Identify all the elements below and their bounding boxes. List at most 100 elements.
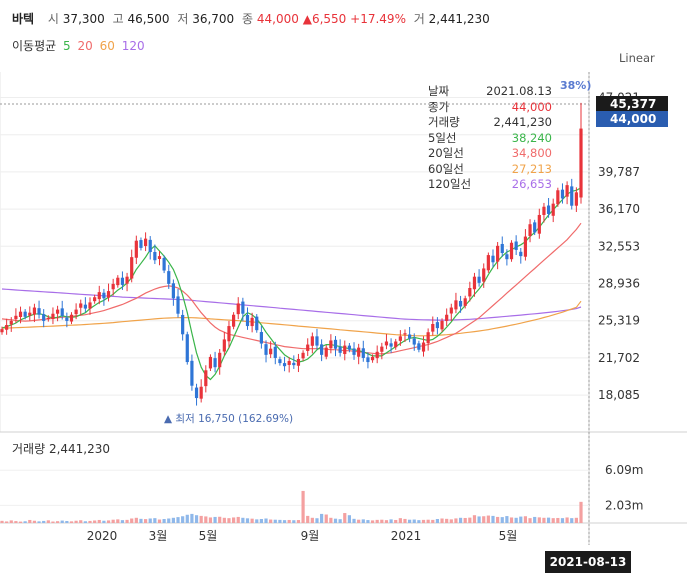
volume-bar — [417, 520, 421, 523]
candle-body — [55, 309, 60, 314]
volume-bar — [366, 520, 370, 523]
volume-bar — [153, 518, 157, 523]
volume-bar — [269, 519, 273, 523]
candle-body — [394, 341, 398, 348]
candle-body — [491, 255, 495, 263]
candle-body — [102, 292, 106, 299]
volume-bar — [324, 514, 328, 523]
volume-bar — [139, 518, 143, 523]
tooltip-value: 38,240 — [511, 130, 552, 145]
time-tick-label: 2020 — [87, 529, 118, 543]
ma20-line — [1, 222, 582, 355]
tooltip-row-ma120: 120일선 26,653 — [428, 177, 552, 193]
candle-body — [171, 283, 175, 299]
candle-body — [505, 254, 509, 260]
volume-bar — [241, 517, 245, 523]
tooltip-key: 거래량 — [428, 115, 460, 129]
volume-bar — [519, 516, 523, 523]
volume-bar — [42, 520, 46, 523]
candle-body — [370, 356, 375, 361]
volume-bar — [259, 519, 263, 523]
candle-body — [426, 332, 430, 344]
candle-body — [500, 243, 504, 254]
candle-body — [324, 347, 328, 357]
volume-bar — [273, 519, 277, 523]
candle-body — [519, 251, 523, 257]
candle-body — [134, 240, 138, 258]
candle-body — [32, 307, 37, 315]
volume-bar — [496, 516, 500, 523]
candle-body — [9, 320, 13, 325]
volume-bar — [296, 520, 301, 523]
candle-body — [292, 362, 296, 366]
volume-bar — [472, 515, 477, 523]
candle-body — [199, 386, 203, 399]
candle-body — [403, 333, 407, 335]
candle-body — [486, 255, 490, 271]
time-tick-label: 2021 — [391, 529, 422, 543]
volume-bar — [333, 518, 338, 523]
volume-bar — [509, 517, 514, 523]
volume-bar — [9, 520, 13, 523]
candle-body — [551, 203, 555, 216]
crosshair-date-badge: 2021-08-13 — [545, 551, 631, 573]
candle-body — [366, 357, 370, 363]
candle-body — [435, 322, 440, 329]
candle-body — [23, 311, 27, 317]
candle-body — [185, 334, 189, 363]
candle-body — [116, 277, 120, 286]
volume-bar — [449, 519, 453, 523]
candle-body — [139, 240, 143, 248]
tooltip-value: 27,213 — [511, 161, 552, 176]
change-value: ▲6,550 — [302, 12, 347, 26]
candle-body — [338, 346, 342, 353]
moving-average-legend[interactable]: 이동평균 5 20 60 120 — [12, 37, 145, 54]
candle-body — [384, 341, 389, 346]
volume-bar — [546, 517, 551, 523]
tooltip-key: 120일선 — [428, 177, 472, 191]
change-percent: +17.49% — [350, 12, 406, 26]
volume-bar — [218, 516, 222, 523]
minimum-price-annotation: ▲ 최저 16,750 (162.69%) — [164, 413, 293, 425]
candle-body — [236, 303, 240, 315]
candle-body — [46, 317, 50, 320]
candle-body — [222, 339, 226, 352]
volume-value: 2,441,230 — [428, 12, 490, 26]
volume-bar — [463, 517, 467, 523]
candle-body — [60, 308, 64, 316]
candle-body — [190, 360, 194, 386]
candle-body — [273, 346, 277, 358]
volume-bar — [106, 520, 111, 523]
candle-body — [477, 276, 481, 283]
candle-body — [570, 186, 574, 206]
volume-bar — [65, 521, 69, 523]
candle-body — [143, 238, 148, 247]
candle-body — [463, 298, 467, 306]
volume-bar — [523, 516, 528, 523]
volume-bar — [528, 518, 532, 523]
candle-body — [51, 313, 55, 320]
price-tick-label: 21,702 — [598, 351, 640, 365]
volume-bar — [88, 520, 92, 523]
candle-body — [176, 296, 180, 314]
volume-bar — [232, 517, 236, 523]
tooltip-key: 날짜 — [428, 84, 450, 98]
volume-bar — [157, 519, 162, 523]
volume-bar — [384, 520, 389, 523]
scale-mode-button[interactable]: Linear — [619, 51, 655, 65]
volume-bar — [130, 518, 134, 523]
candle-body — [167, 271, 171, 284]
volume-bar — [199, 515, 203, 523]
volume-bar — [185, 514, 189, 523]
volume-bar — [250, 518, 254, 523]
tooltip-row-ma5: 5일선 38,240 — [428, 131, 552, 147]
volume-bar — [500, 517, 504, 523]
candle-body — [148, 239, 152, 252]
volume-bar — [343, 513, 347, 523]
low-label: 저 — [177, 12, 189, 26]
candle-body — [232, 314, 236, 327]
volume-bar — [352, 518, 356, 523]
volume-bar — [570, 518, 574, 523]
candle-body — [125, 276, 129, 284]
